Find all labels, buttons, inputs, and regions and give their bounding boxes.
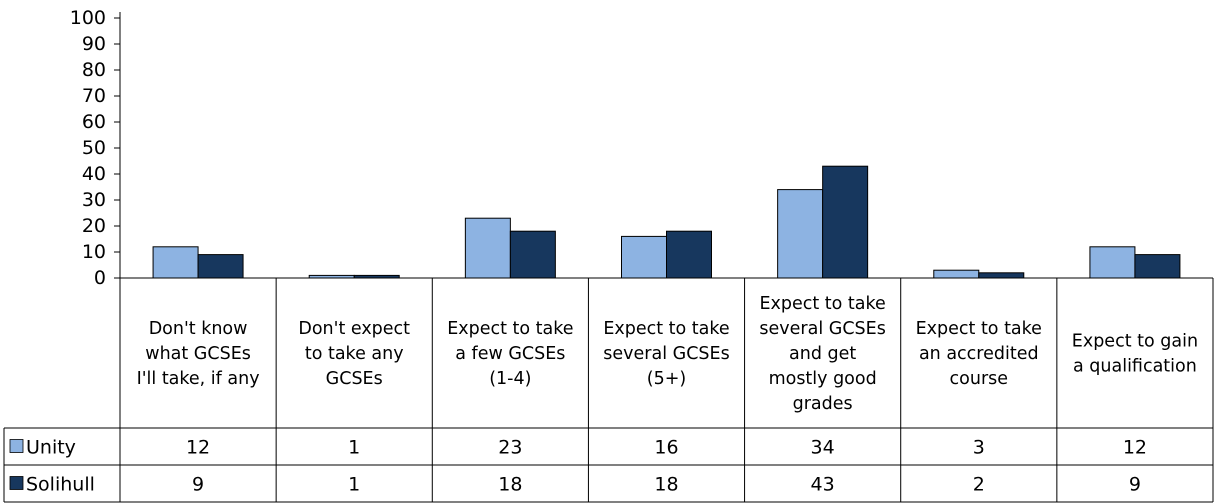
category-label: Expect to take a few GCSEs (1-4)	[447, 319, 573, 389]
y-tick-label: 20	[82, 215, 106, 237]
y-tick-label: 70	[82, 85, 106, 107]
category-label: Don't expect to take any GCSEs	[298, 319, 410, 389]
bar-solihull	[666, 230, 712, 279]
legend-label-solihull: Solihull	[26, 474, 95, 496]
category-label-line: (5+)	[647, 369, 686, 389]
category-label-line: Expect to gain	[1072, 332, 1198, 352]
category-label-line: Expect to take	[759, 294, 885, 314]
category-label-line: mostly good	[769, 369, 877, 389]
category-label: Expect to take several GCSEs and get mostly…	[759, 294, 885, 414]
y-tick-label: 100	[70, 7, 106, 29]
category-label-line: and get	[789, 344, 856, 364]
data-table-value: 43	[811, 474, 835, 496]
legend-key-solihull	[9, 476, 24, 490]
data-table-value: 18	[654, 474, 678, 496]
category-label-line: Expect to take	[447, 319, 573, 339]
bar-unity	[1089, 246, 1136, 279]
bar-solihull	[1134, 254, 1181, 279]
bar-unity	[152, 246, 199, 279]
y-tick-label: 10	[82, 241, 106, 263]
y-tick-label: 40	[82, 163, 106, 185]
data-table-value: 9	[1129, 474, 1141, 496]
category-label: Don't know what GCSEs I'll take, if any	[137, 319, 260, 389]
y-tick-label: 80	[82, 59, 106, 81]
data-table-value: 1	[348, 437, 360, 459]
legend-label-unity: Unity	[26, 437, 76, 459]
data-table-value: 9	[192, 474, 204, 496]
bar-solihull	[197, 254, 244, 279]
bar-unity	[933, 269, 980, 279]
y-tick-label: 90	[82, 33, 106, 55]
data-table-value: 3	[973, 437, 985, 459]
category-label-line: grades	[793, 394, 853, 414]
category-label-line: to take any	[305, 344, 404, 364]
category-label-line: a few GCSEs	[455, 344, 565, 364]
bar-solihull	[509, 230, 556, 279]
y-tick-label: 60	[82, 111, 106, 133]
category-label-line: several GCSEs	[759, 319, 885, 339]
category-label-line: GCSEs	[326, 369, 383, 389]
legend-key-unity	[9, 439, 24, 453]
data-table-value: 34	[811, 437, 835, 459]
data-table-value: 18	[498, 474, 522, 496]
bar-unity	[777, 189, 824, 279]
category-label-line: Don't know	[149, 319, 248, 339]
category-label-line: I'll take, if any	[137, 369, 260, 389]
bar-unity	[464, 217, 511, 279]
category-label-line: Expect to take	[916, 319, 1042, 339]
category-label-line: course	[950, 369, 1009, 389]
category-label-line: (1-4)	[489, 369, 531, 389]
data-table-value: 2	[973, 474, 985, 496]
data-table-value: 12	[1123, 437, 1147, 459]
y-tick-label: 30	[82, 189, 106, 211]
y-tick-label: 50	[82, 137, 106, 159]
category-label-line: several GCSEs	[603, 344, 729, 364]
data-table-value: 12	[186, 437, 210, 459]
data-table-value: 1	[348, 474, 360, 496]
category-label: Expect to take several GCSEs (5+)	[603, 319, 729, 389]
category-label-line: a qualification	[1073, 357, 1197, 377]
category-label: Expect to gain a qualification	[1072, 332, 1198, 377]
category-label-line: what GCSEs	[145, 344, 251, 364]
bar-solihull	[822, 165, 869, 279]
category-label-line: Expect to take	[603, 319, 729, 339]
y-tick-label: 0	[94, 267, 106, 289]
bar-solihull	[978, 272, 1025, 279]
category-label-line: an accredited	[919, 344, 1039, 364]
bar-unity	[621, 235, 667, 279]
data-table-value: 23	[498, 437, 522, 459]
category-label-line: Don't expect	[298, 319, 410, 339]
data-table-value: 16	[654, 437, 678, 459]
category-label: Expect to take an accredited course	[916, 319, 1042, 389]
